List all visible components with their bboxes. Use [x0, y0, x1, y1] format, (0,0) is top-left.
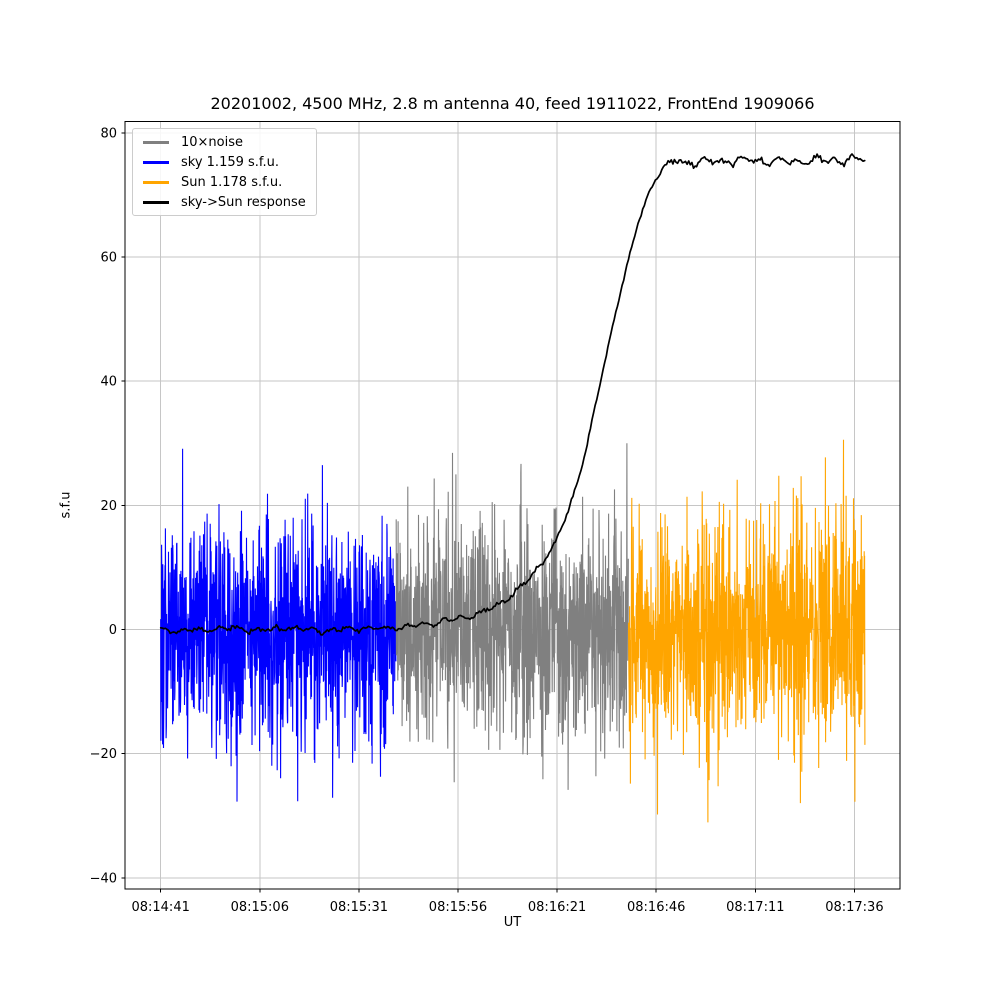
y-tick-label: 0 [109, 623, 117, 638]
y-tick-label: −20 [90, 747, 117, 762]
legend-item-response: sky->Sun response [133, 195, 316, 210]
legend-line-response [143, 200, 169, 204]
y-axis-label: s.f.u [58, 491, 74, 519]
y-tick-label: 80 [100, 126, 117, 141]
x-tick-label: 08:14:41 [131, 900, 189, 915]
legend-label-sky: sky 1.159 s.f.u. [181, 154, 280, 170]
x-axis-label: UT [503, 915, 522, 930]
y-tick-label: 20 [100, 499, 117, 514]
legend-label-noise: 10×noise [181, 134, 244, 150]
x-tick-label: 08:16:46 [627, 900, 685, 915]
legend-label-sun: Sun 1.178 s.f.u. [181, 174, 283, 190]
x-tick-label: 08:17:36 [825, 900, 883, 915]
y-tick-label: −40 [90, 871, 117, 886]
chart-title: 20201002, 4500 MHz, 2.8 m antenna 40, fe… [210, 94, 815, 113]
legend-item-sky: sky 1.159 s.f.u. [133, 155, 316, 170]
x-tick-label: 08:15:06 [231, 900, 289, 915]
legend-line-sky [143, 160, 169, 164]
x-tick-label: 08:15:31 [330, 900, 388, 915]
legend-item-noise: 10×noise [133, 135, 316, 150]
legend-line-sun [143, 180, 169, 184]
legend-item-sun: Sun 1.178 s.f.u. [133, 175, 316, 190]
x-tick-label: 08:15:56 [429, 900, 487, 915]
legend-line-noise [143, 140, 169, 144]
legend: 10×noise sky 1.159 s.f.u. Sun 1.178 s.f.… [132, 128, 317, 216]
x-tick-label: 08:16:21 [528, 900, 586, 915]
legend-label-response: sky->Sun response [181, 194, 306, 210]
y-tick-label: 60 [100, 251, 117, 266]
y-tick-label: 40 [100, 375, 117, 390]
x-tick-label: 08:17:11 [726, 900, 784, 915]
